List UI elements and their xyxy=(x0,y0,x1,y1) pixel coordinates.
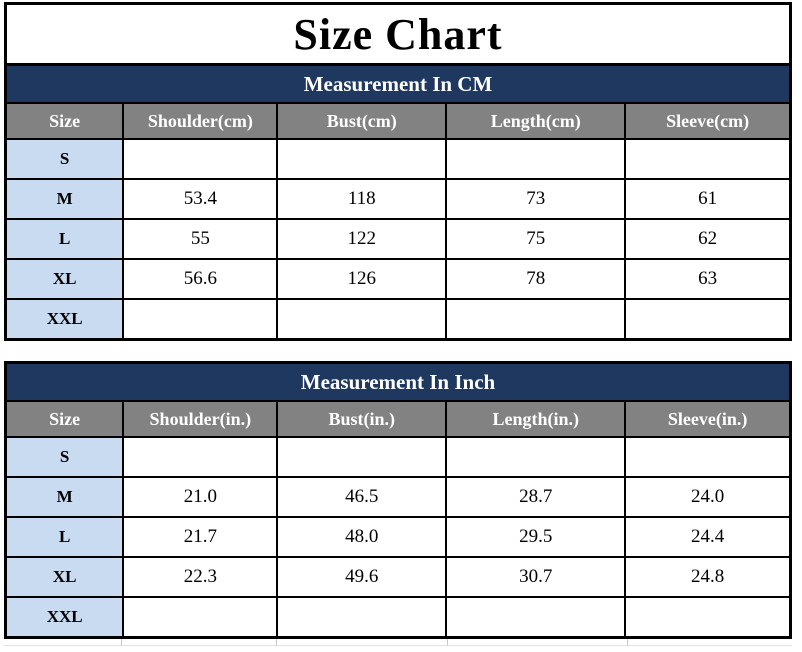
table-row: S xyxy=(7,438,789,478)
value-cell: 24.0 xyxy=(626,478,789,516)
size-cell: XXL xyxy=(7,598,125,636)
value-cell xyxy=(124,140,279,178)
value-cell xyxy=(626,140,789,178)
cm-col-size: Size xyxy=(7,104,125,138)
inch-col-size: Size xyxy=(7,402,125,436)
cm-col-length: Length(cm) xyxy=(447,104,627,138)
value-cell: 55 xyxy=(124,220,279,258)
value-cell: 21.0 xyxy=(124,478,279,516)
value-cell: 75 xyxy=(447,220,627,258)
value-cell: 49.6 xyxy=(278,558,448,596)
value-cell xyxy=(447,438,627,476)
cm-col-shoulder: Shoulder(cm) xyxy=(124,104,279,138)
spreadsheet-gridline-strip xyxy=(4,639,792,646)
value-cell: 28.7 xyxy=(447,478,627,516)
size-cell: L xyxy=(7,220,125,258)
value-cell xyxy=(278,438,448,476)
page-title: Size Chart xyxy=(7,5,789,66)
value-cell: 30.7 xyxy=(447,558,627,596)
table-row: L 21.7 48.0 29.5 24.4 xyxy=(7,518,789,558)
cm-banner: Measurement In CM xyxy=(7,66,789,104)
value-cell: 22.3 xyxy=(124,558,279,596)
table-row: L 55 122 75 62 xyxy=(7,220,789,260)
table-row: S xyxy=(7,140,789,180)
inch-col-sleeve: Sleeve(in.) xyxy=(667,408,748,429)
value-cell: 118 xyxy=(278,180,448,218)
value-cell xyxy=(278,140,448,178)
cm-col-bust: Bust(cm) xyxy=(278,104,448,138)
value-cell xyxy=(447,598,627,636)
value-cell: 29.5 xyxy=(447,518,627,556)
value-cell: 53.4 xyxy=(124,180,279,218)
size-cell: S xyxy=(7,438,125,476)
size-cell: XXL xyxy=(7,300,125,338)
value-cell: 24.8 xyxy=(626,558,789,596)
table-row: XL 56.6 126 78 63 xyxy=(7,260,789,300)
value-cell: 48.0 xyxy=(278,518,448,556)
table-row: M 21.0 46.5 28.7 24.0 xyxy=(7,478,789,518)
table-row: XL 22.3 49.6 30.7 24.8 xyxy=(7,558,789,598)
cm-col-sleeve: Sleeve(cm) xyxy=(666,110,750,131)
value-cell xyxy=(447,140,627,178)
value-cell: 24.4 xyxy=(626,518,789,556)
value-cell: 62 xyxy=(626,220,789,258)
value-cell: 46.5 xyxy=(278,478,448,516)
table-row: XXL xyxy=(7,300,789,338)
value-cell: 56.6 xyxy=(124,260,279,298)
value-cell: 21.7 xyxy=(124,518,279,556)
value-cell xyxy=(278,598,448,636)
value-cell xyxy=(626,438,789,476)
value-cell xyxy=(124,300,279,338)
value-cell xyxy=(626,300,789,338)
value-cell: 63 xyxy=(626,260,789,298)
table-row: M 53.4 118 73 61 xyxy=(7,180,789,220)
inch-col-length: Length(in.) xyxy=(447,402,627,436)
cm-table-block: Size Chart Measurement In CM Size Should… xyxy=(4,2,792,341)
size-cell: M xyxy=(7,478,125,516)
inch-col-bust: Bust(in.) xyxy=(278,402,448,436)
value-cell xyxy=(124,598,279,636)
size-cell: XL xyxy=(7,558,125,596)
value-cell xyxy=(278,300,448,338)
value-cell: 61 xyxy=(626,180,789,218)
size-cell: S xyxy=(7,140,125,178)
value-cell: 126 xyxy=(278,260,448,298)
table-separator xyxy=(4,341,792,361)
value-cell: 73 xyxy=(447,180,627,218)
inch-header-row: Size Shoulder(in.) Bust(in.) Length(in.)… xyxy=(7,402,789,438)
value-cell: 122 xyxy=(278,220,448,258)
value-cell xyxy=(626,598,789,636)
cm-header-row: Size Shoulder(cm) Bust(cm) Length(cm) Sl… xyxy=(7,104,789,140)
inch-col-shoulder: Shoulder(in.) xyxy=(124,402,279,436)
inch-table-block: Measurement In Inch Size Shoulder(in.) B… xyxy=(4,361,792,639)
table-row: XXL xyxy=(7,598,789,636)
value-cell xyxy=(124,438,279,476)
size-cell: XL xyxy=(7,260,125,298)
value-cell: 78 xyxy=(447,260,627,298)
size-cell: M xyxy=(7,180,125,218)
size-cell: L xyxy=(7,518,125,556)
inch-banner: Measurement In Inch xyxy=(7,364,789,402)
value-cell xyxy=(447,300,627,338)
